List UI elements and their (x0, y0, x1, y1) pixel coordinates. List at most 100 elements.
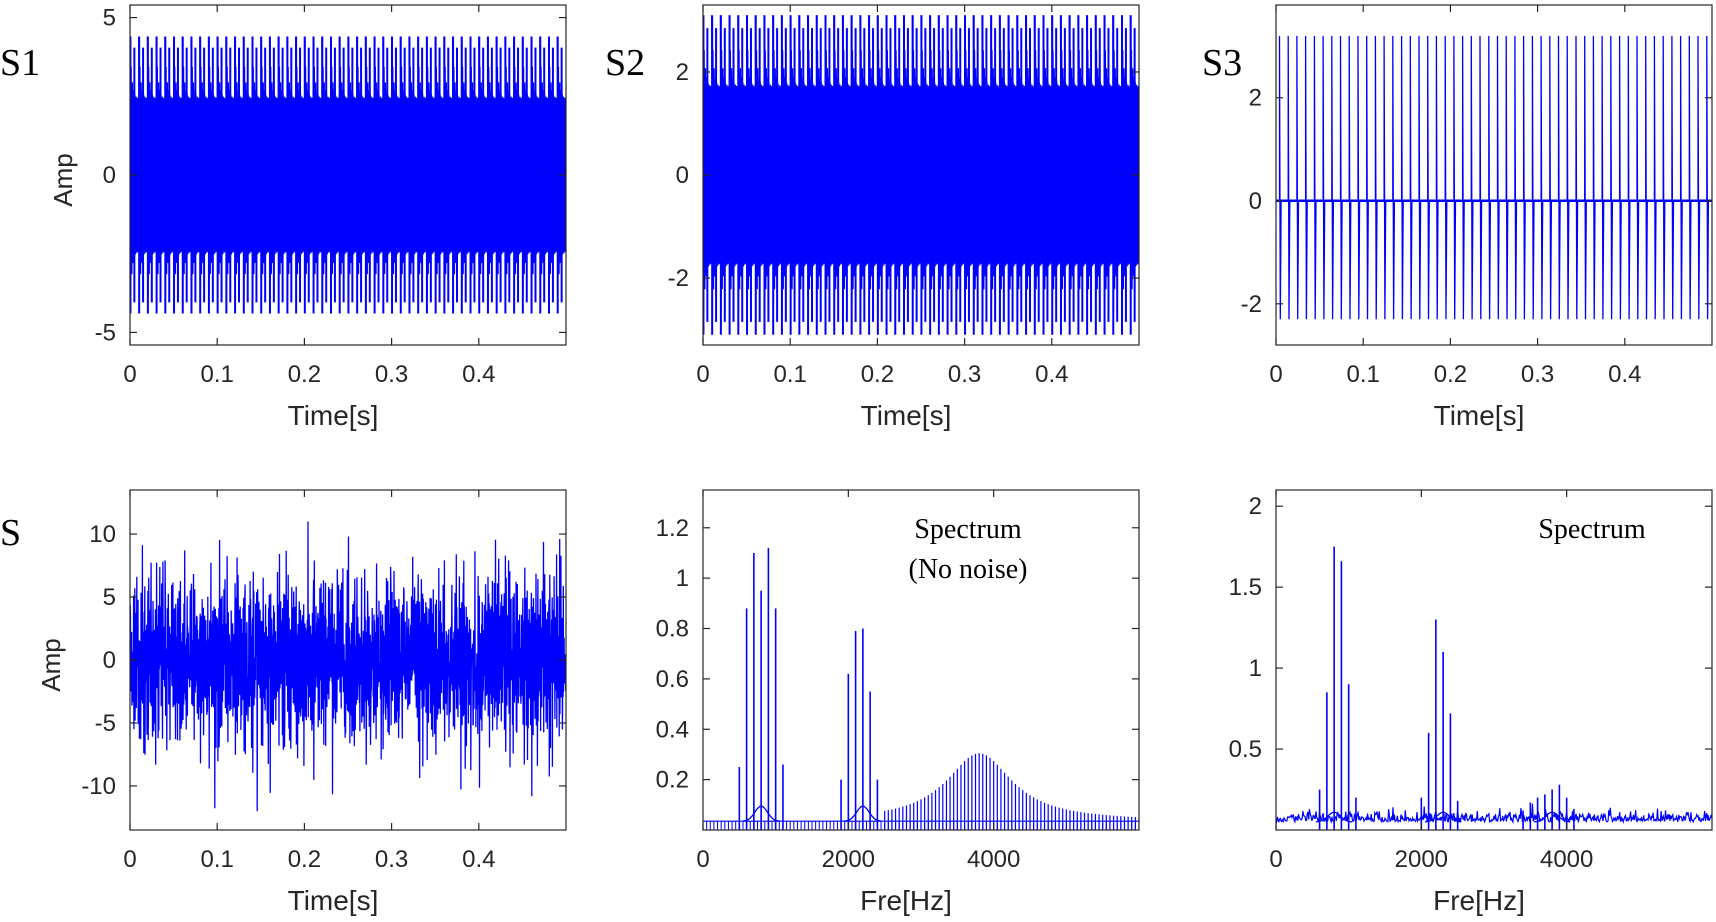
impulse (1531, 35, 1535, 320)
chart-panel-6: 0 2000 4000 0.5 1 1.5 2 Fre[Hz] Spectrum (1229, 489, 1713, 916)
cluster-envelope (844, 805, 882, 822)
y-tick-label: 2 (1249, 85, 1262, 112)
panel-label: S2 (605, 42, 645, 84)
x-axis-label: Time[s] (288, 400, 379, 431)
annotation-text: Spectrum (914, 514, 1022, 545)
impulse (1418, 35, 1422, 320)
y-tick-label: 2 (676, 59, 689, 86)
y-tick-label: -2 (668, 265, 689, 292)
y-tick-label: -5 (95, 319, 116, 346)
chart-panel-2: 0 0.1 0.2 0.3 0.4 -2 0 2 Time[s] S2 (605, 4, 1140, 431)
impulse (1505, 35, 1509, 320)
y-tick-label: 1 (676, 565, 689, 592)
impulse (1444, 35, 1448, 320)
y-tick-label: 0 (1249, 188, 1262, 215)
y-tick-label: 5 (103, 5, 116, 32)
y-tick-label: 0.8 (656, 616, 689, 643)
x-axis-label: Time[s] (1434, 400, 1525, 431)
y-axis-label: Amp (36, 638, 66, 691)
impulse (1601, 35, 1605, 320)
data-layer (1276, 546, 1712, 830)
impulse (1627, 35, 1631, 320)
x-tick-label: 0 (696, 846, 709, 873)
impulse (1304, 35, 1308, 320)
y-tick-label: 5 (103, 584, 116, 611)
impulse (1366, 35, 1369, 320)
chart-panel-3: 0 0.1 0.2 0.3 0.4 -2 0 2 Time[s] S3 (1202, 4, 1713, 431)
x-tick-label: 0.2 (861, 361, 894, 388)
y-tick-label: 0.6 (656, 666, 689, 693)
x-tick-label: 0.1 (774, 361, 807, 388)
impulse (1514, 35, 1518, 320)
impulse (1645, 35, 1648, 320)
y-tick-label: 0.2 (656, 767, 689, 794)
impulse (1453, 35, 1457, 320)
cluster-envelope (1315, 811, 1353, 823)
impulse (1287, 35, 1291, 320)
panel-label: S3 (1202, 42, 1242, 84)
x-tick-label: 0.3 (375, 846, 408, 873)
x-tick-label: 0.4 (462, 846, 495, 873)
x-tick-label: 4000 (1540, 846, 1593, 873)
impulse (1549, 35, 1553, 320)
x-tick-label: 0 (696, 361, 709, 388)
impulse (1331, 35, 1335, 320)
impulse (1296, 35, 1300, 320)
impulse (1479, 35, 1483, 320)
x-tick-label: 4000 (967, 846, 1020, 873)
impulse (1488, 35, 1492, 320)
impulse (1522, 35, 1526, 320)
x-tick-label: 0 (123, 361, 136, 388)
impulse (1400, 35, 1404, 320)
x-tick-label: 0.2 (1434, 361, 1467, 388)
x-tick-label: 0.2 (288, 361, 321, 388)
impulse (1618, 35, 1622, 320)
y-tick-label: 0 (103, 647, 116, 674)
cluster-envelope (1533, 811, 1571, 823)
x-tick-label: 0.4 (462, 361, 495, 388)
impulse (1392, 35, 1396, 320)
y-tick-label: 2 (1249, 493, 1262, 520)
y-tick-label: 0 (103, 162, 116, 189)
data-layer (703, 547, 1139, 830)
x-tick-label: 0 (1269, 846, 1282, 873)
y-tick-label: 1 (1249, 655, 1262, 682)
impulse (1610, 35, 1614, 320)
panel-label: S (0, 512, 21, 554)
data-layer (130, 521, 566, 812)
impulse (1313, 35, 1317, 320)
impulse (1496, 35, 1500, 320)
x-tick-label: 0 (1269, 361, 1282, 388)
data-layer (130, 36, 566, 314)
impulse (1461, 35, 1465, 320)
plot-frame (1275, 4, 1713, 346)
data-layer (1276, 35, 1712, 320)
series-line (130, 521, 566, 812)
data-layer (703, 15, 1139, 335)
y-tick-label: -10 (81, 773, 116, 800)
x-axis-label: Time[s] (861, 400, 952, 431)
x-tick-label: 2000 (1395, 846, 1448, 873)
chart-panel-4: 0 0.1 0.2 0.3 0.4 -10 -5 0 5 10 Time[s] Amp S (0, 489, 567, 916)
annotation-text: (No noise) (909, 554, 1028, 585)
impulse (1636, 35, 1640, 320)
y-tick-label: -2 (1241, 291, 1262, 318)
cluster-envelope (742, 805, 780, 822)
y-tick-label: 0.5 (1229, 736, 1262, 763)
x-tick-label: 0.1 (201, 846, 234, 873)
impulse (1278, 35, 1282, 320)
y-axis-label: Amp (48, 153, 78, 206)
x-tick-label: 0.3 (1521, 361, 1554, 388)
impulse (1671, 35, 1675, 320)
plot-frame (1275, 489, 1713, 831)
impulse (1339, 35, 1343, 320)
x-tick-label: 0.3 (948, 361, 981, 388)
impulse (1697, 35, 1701, 320)
x-axis-label: Fre[Hz] (860, 885, 952, 916)
x-tick-label: 2000 (822, 846, 875, 873)
impulse (1435, 35, 1439, 320)
impulse (1653, 35, 1657, 320)
x-tick-label: 0.4 (1035, 361, 1068, 388)
x-axis-label: Fre[Hz] (1433, 885, 1525, 916)
